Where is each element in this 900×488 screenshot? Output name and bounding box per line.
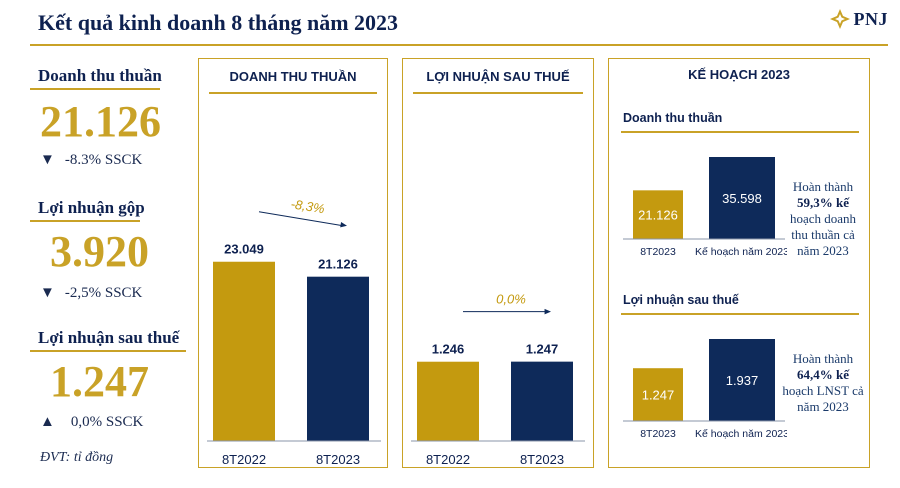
panel-rule xyxy=(209,92,377,94)
bar xyxy=(633,190,683,239)
plan-revenue-subtitle: Doanh thu thuần xyxy=(623,111,723,125)
bar-value-label: 1.247 xyxy=(526,342,559,357)
kpi-change-net-profit: ▲ 0,0% SSCK xyxy=(40,414,143,431)
page-title: Kết quả kinh doanh 8 tháng năm 2023 xyxy=(38,10,399,35)
revenue-chart-panel: DOANH THU THUẦN 23.049 8T2022 21.126 8T2023… xyxy=(198,58,388,468)
growth-arrow-line xyxy=(258,211,344,227)
kpi-label-net-profit: Lợi nhuận sau thuế xyxy=(38,328,180,347)
plan-2023-title: KẾ HOẠCH 2023 xyxy=(688,67,790,82)
bar-value-label: 35.598 xyxy=(722,191,762,206)
kpi-change-gross-profit: ▼ -2,5% SSCK xyxy=(40,285,142,302)
bar-value-label: 21.126 xyxy=(638,208,678,223)
kpi-value-gross-profit: 3.920 xyxy=(50,227,149,276)
bar-value-label: 1.937 xyxy=(726,373,759,388)
plan-2023-panel: KẾ HOẠCH 2023 Doanh thu thuần 21.126 8T20… xyxy=(608,58,870,468)
note-text: hoạch LNST cả năm 2023 xyxy=(782,383,864,414)
bar-value-label: 1.247 xyxy=(642,388,675,403)
net-profit-chart-panel: LỢI NHUẬN SAU THUẾ 1.246 8T2022 1.247 8T202… xyxy=(402,58,594,468)
bar-value-label: 21.126 xyxy=(318,257,358,272)
x-tick-label: 8T2022 xyxy=(426,452,470,467)
plan-revenue-note: Hoàn thành 59,3% kế hoạch doanh thu thuầ… xyxy=(781,179,865,259)
bar xyxy=(417,361,479,441)
growth-label: -8,3% xyxy=(290,196,326,216)
pnj-logo-icon xyxy=(829,9,850,29)
x-tick-label: 8T2023 xyxy=(640,428,676,440)
x-tick-label: 8T2022 xyxy=(222,452,266,467)
down-arrow-icon: ▼ xyxy=(40,152,55,168)
panel-rule xyxy=(413,92,583,94)
note-text: Hoàn thành xyxy=(792,351,854,366)
bar-value-label: 1.246 xyxy=(432,342,465,357)
growth-arrow-head xyxy=(544,308,551,315)
x-tick-label: 8T2023 xyxy=(520,452,564,467)
x-tick-label: 8T2023 xyxy=(640,246,676,258)
plan-net-profit-note: Hoàn thành 64,4% kế hoạch LNST cả năm 20… xyxy=(781,351,865,415)
kpi-label-revenue: Doanh thu thuần xyxy=(38,66,162,85)
note-text: hoạch doanh thu thuần cả năm 2023 xyxy=(789,211,857,258)
bar xyxy=(213,261,275,441)
kpi-change-text: -8.3% SSCK xyxy=(64,152,143,168)
bar-value-label: 23.049 xyxy=(224,242,264,257)
bar xyxy=(633,368,683,421)
x-tick-label: Kế hoạch năm 2023 xyxy=(695,428,787,440)
up-arrow-icon: ▲ xyxy=(40,414,55,430)
note-highlight: 64,4% kế xyxy=(797,367,849,382)
down-arrow-icon: ▼ xyxy=(40,285,55,301)
revenue-chart-title: DOANH THU THUẦN xyxy=(229,69,357,84)
header-rule xyxy=(30,44,888,46)
kpi-label-gross-profit: Lợi nhuận gộp xyxy=(38,198,145,217)
panel-rule xyxy=(621,131,859,133)
growth-arrow-head xyxy=(340,222,347,228)
kpi-change-text: -2,5% SSCK xyxy=(64,285,143,301)
note-text: Hoàn thành xyxy=(792,179,854,194)
bar xyxy=(709,157,775,239)
brand-logo: PNJ xyxy=(829,8,889,30)
net-profit-chart-title: LỢI NHUẬN SAU THUẾ xyxy=(426,69,570,84)
x-tick-label: 8T2023 xyxy=(316,452,360,467)
kpi-rule-revenue xyxy=(30,88,160,90)
bar xyxy=(511,361,573,441)
x-tick-label: Kế hoạch năm 2023 xyxy=(695,246,787,258)
net-profit-bar-chart: 1.246 8T2022 1.247 8T2023 0,0% xyxy=(411,292,585,467)
kpi-value-revenue: 21.126 xyxy=(40,97,161,146)
kpi-rule-gross-profit xyxy=(30,220,140,222)
bar xyxy=(307,276,369,441)
kpi-value-net-profit: 1.247 xyxy=(50,357,149,406)
plan-net-profit-subtitle: Lợi nhuận sau thuế xyxy=(623,293,739,307)
panel-rule xyxy=(621,313,859,315)
kpi-rule-net-profit xyxy=(30,350,186,352)
note-highlight: 59,3% kế xyxy=(797,195,849,210)
plan-revenue-bar-chart: 21.126 8T2023 35.598 Kế hoạch năm 2023 xyxy=(623,157,787,258)
plan-net-profit-bar-chart: 1.247 8T2023 1.937 Kế hoạch năm 2023 xyxy=(623,339,787,440)
revenue-bar-chart: 23.049 8T2022 21.126 8T2023 -8,3% xyxy=(207,196,381,467)
kpi-change-revenue: ▼ -8.3% SSCK xyxy=(40,152,142,169)
bar xyxy=(709,339,775,421)
growth-label: 0,0% xyxy=(496,292,526,307)
kpi-change-text: 0,0% SSCK xyxy=(70,414,144,430)
logo-text: PNJ xyxy=(853,8,888,29)
unit-note: ĐVT: tỉ đồng xyxy=(40,450,114,465)
